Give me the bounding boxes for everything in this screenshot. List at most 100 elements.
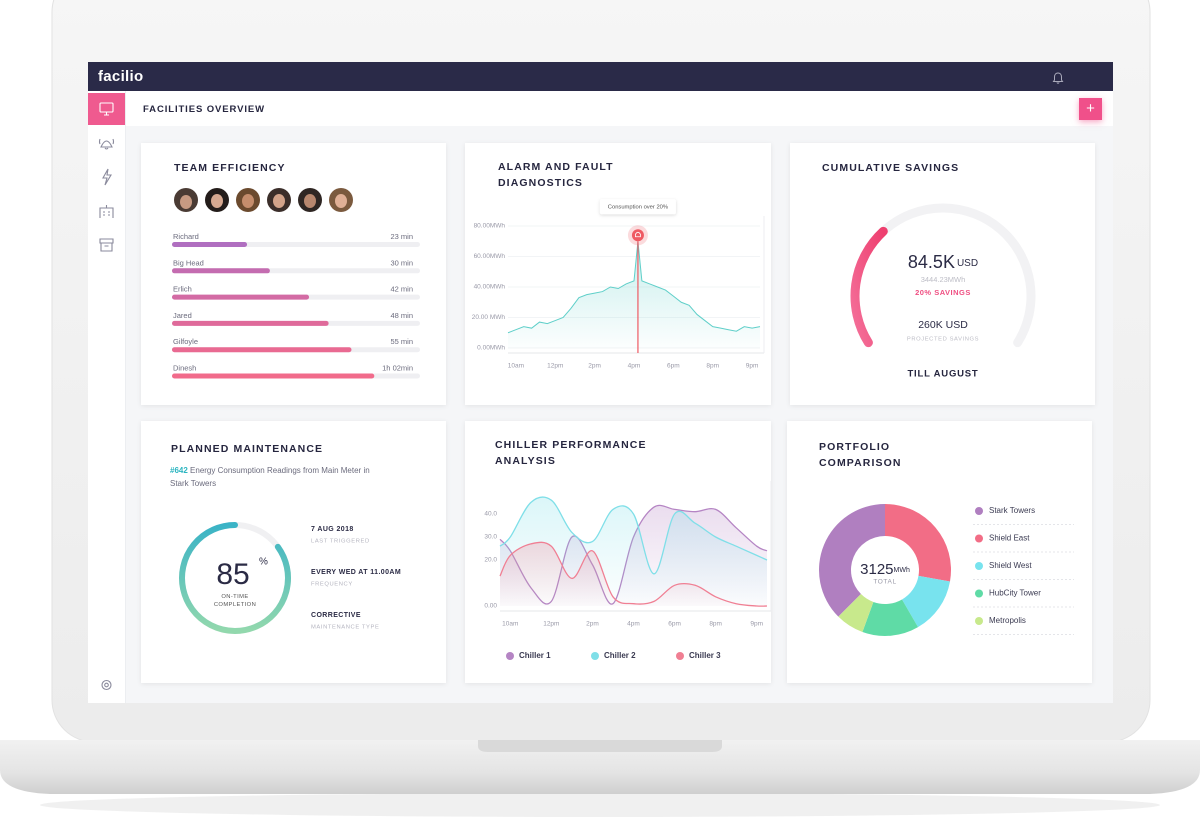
- card-title: PORTFOLIO COMPARISON: [819, 441, 902, 469]
- donut-segment: [862, 599, 919, 636]
- top-bar: [88, 62, 1113, 91]
- x-tick-label: 6pm: [667, 363, 680, 370]
- x-tick-label: 12pm: [547, 363, 563, 370]
- bar: [172, 347, 352, 353]
- y-tick-label: 40.0: [484, 511, 497, 518]
- x-tick-label: 8pm: [706, 363, 719, 370]
- laptop-base: [0, 740, 1200, 794]
- value-label: 42 min: [390, 285, 413, 294]
- page-header: [126, 91, 1113, 126]
- value-label: 48 min: [390, 311, 413, 320]
- x-tick-label: 4pm: [628, 363, 641, 370]
- x-tick-label: 10am: [508, 363, 524, 370]
- y-tick-label: 60.00MWh: [474, 253, 506, 260]
- detail-text: CORRECTIVE: [311, 612, 361, 619]
- max-label: 260K USD: [918, 319, 968, 331]
- bar: [172, 373, 375, 379]
- donut-segment: [885, 504, 951, 582]
- card-title: CUMULATIVE SAVINGS: [822, 162, 960, 174]
- card-title: CHILLER PERFORMANCE ANALYSIS: [495, 439, 647, 467]
- gauge-value-text: 84.5K USD: [908, 252, 978, 272]
- bell: [1052, 72, 1064, 84]
- card-title: ALARM AND FAULT DIAGNOSTICS: [498, 161, 614, 189]
- y-tick-label: 30.0: [484, 534, 497, 541]
- detail-label: MAINTENANCE TYPE: [311, 625, 379, 631]
- shadow: [40, 793, 1160, 817]
- bar: [172, 242, 248, 247]
- center-caption: TOTAL: [873, 579, 896, 586]
- legend-swatch: [591, 652, 599, 660]
- max-caption: PROJECTED SAVINGS: [907, 337, 979, 343]
- legend-label: Shield East: [989, 534, 1030, 543]
- sidebar-active[interactable]: [88, 93, 125, 125]
- legend-swatch: [975, 562, 983, 570]
- bar: [172, 294, 310, 300]
- legend-label: Metropolis: [989, 616, 1026, 625]
- x-tick-label: 10am: [502, 621, 518, 628]
- bell-glyph: [635, 231, 641, 238]
- line: [499, 496, 768, 575]
- building-icon[interactable]: [99, 205, 114, 218]
- archive-icon[interactable]: [99, 238, 114, 252]
- sidebar: [88, 91, 126, 703]
- y-tick-label: 20.0: [484, 557, 497, 564]
- legend-label: Stark Towers: [989, 506, 1035, 515]
- settings-icon[interactable]: [101, 679, 112, 691]
- ring-value: [179, 522, 291, 634]
- center-value: 3125: [860, 561, 893, 578]
- card-title: TEAM EFFICIENCY: [174, 162, 286, 174]
- legend-label: Chiller 2: [604, 651, 636, 660]
- legend-label: Shield West: [989, 561, 1032, 570]
- bar-label: Dinesh: [173, 363, 196, 372]
- legend-swatch: [975, 617, 983, 625]
- unit: USD: [957, 258, 978, 269]
- x-tick-label: 9pm: [746, 363, 759, 370]
- value-label: 84.5K: [908, 252, 955, 272]
- legend-swatch: [676, 652, 684, 660]
- alarm-icon[interactable]: [98, 138, 115, 150]
- donut-segment: [902, 575, 950, 628]
- legend-label: Chiller 1: [519, 651, 551, 660]
- chart: Stark Towers Shield East Shield West HubCit…: [819, 504, 1074, 636]
- y-tick-label: 20.00 MWh: [472, 314, 506, 321]
- chart: 85 % 7 AUG 2018 LAST TRIGGERED EVERY WED AT …: [179, 522, 401, 634]
- detail-text: EVERY WED AT 11.00AM: [311, 569, 401, 576]
- energy-icon[interactable]: [102, 168, 112, 186]
- bar: [172, 320, 329, 326]
- legend-swatch: [975, 589, 983, 598]
- value-label: 55 min: [390, 337, 413, 346]
- bar-label: Big Head: [173, 258, 204, 267]
- legend-swatch: [975, 534, 983, 543]
- logo: facilio: [98, 68, 144, 85]
- center-text: 3125MWh: [860, 561, 910, 578]
- bar-label: Jared: [173, 311, 192, 320]
- donut-segment: [838, 594, 874, 633]
- avatars: [174, 188, 353, 212]
- area: [508, 241, 760, 348]
- legend-swatch: [975, 507, 983, 515]
- x-tick-label: 4pm: [627, 621, 640, 628]
- bell-icon[interactable]: [1051, 71, 1065, 85]
- base-notch: [478, 740, 722, 752]
- detail-text: 7 AUG 2018: [311, 526, 354, 533]
- x-tick-label: 6pm: [668, 621, 681, 628]
- bar-label: Gilfoyle: [173, 337, 198, 346]
- legend-label: Chiller 3: [689, 651, 721, 660]
- area: [500, 542, 767, 607]
- ring-caption: ON-TIME COMPLETION: [213, 594, 257, 608]
- savings-card: CUMULATIVE SAVINGS 84.5K USD 3444.23MWh 20%…: [790, 143, 1095, 405]
- work-order-id[interactable]: #642: [170, 466, 188, 475]
- legend-label: HubCity Tower: [989, 589, 1041, 598]
- chiller-card: CHILLER PERFORMANCE ANALYSIS 0.00 20.0 30.…: [465, 421, 771, 683]
- y-tick-label: 0.00: [484, 603, 497, 610]
- y-tick-label: 80.00MWh: [474, 223, 506, 230]
- add-button[interactable]: +: [1079, 98, 1102, 120]
- ring-value-text: 85: [216, 558, 249, 591]
- x-tick-label: 2pm: [586, 621, 599, 628]
- monitor-icon[interactable]: [99, 102, 114, 116]
- legend-swatch: [506, 652, 514, 660]
- chart: 84.5K USD 3444.23MWh 20% SAVINGS 260K USD PRO…: [850, 203, 1036, 380]
- maintenance-card: PLANNED MAINTENANCE #642 Energy Consumpt…: [141, 421, 446, 683]
- chart: 0.00 20.0 30.0 40.0 10am 12pm 2pm 4pm 6pm 8pm 9pm C…: [484, 481, 771, 660]
